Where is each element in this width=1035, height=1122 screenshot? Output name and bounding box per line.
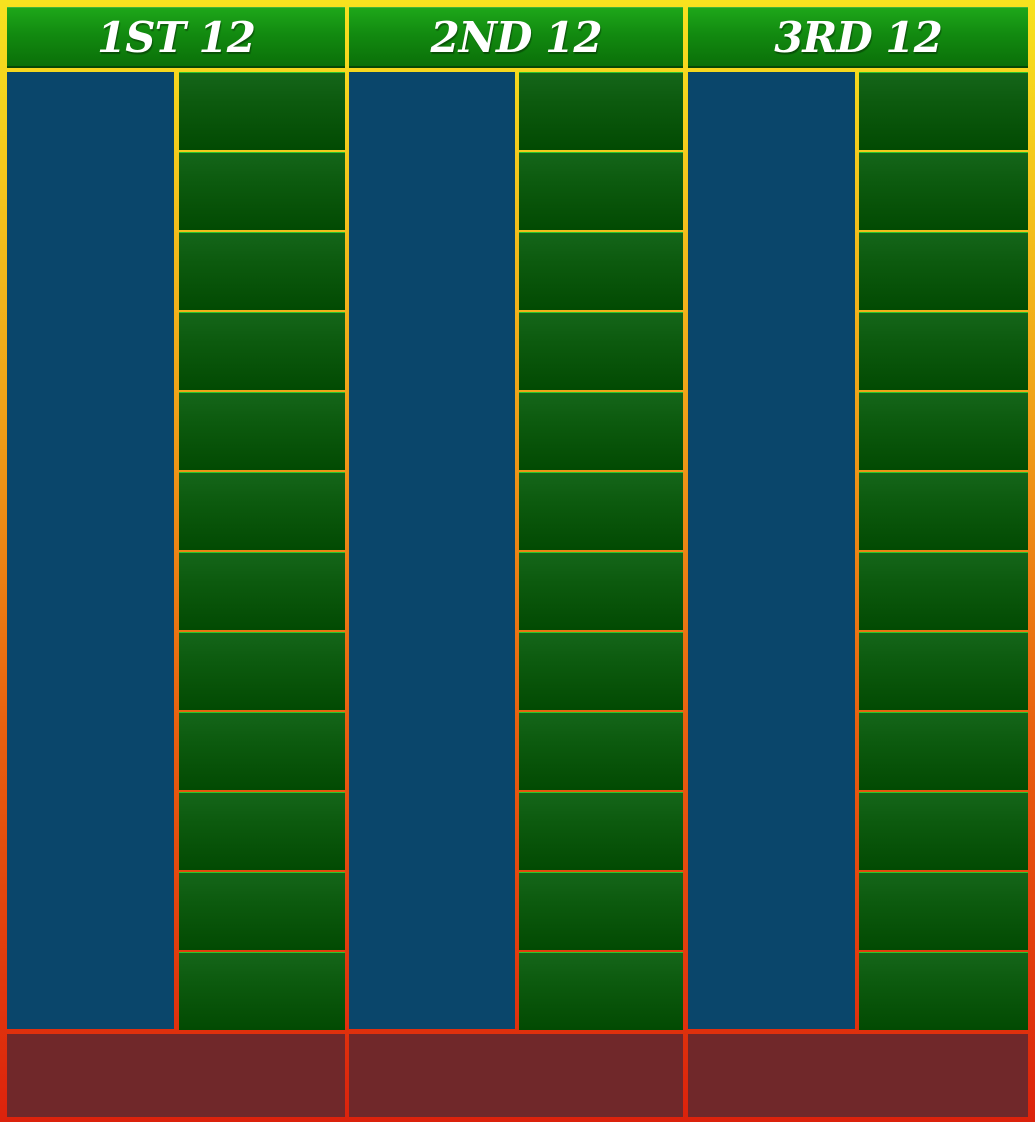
- dozen-section-2: 2ND 12: [349, 7, 683, 1117]
- bet-cell[interactable]: [179, 792, 345, 870]
- bet-cell[interactable]: [519, 232, 683, 310]
- dozen-3-bet-button[interactable]: 3RD 12: [688, 7, 1028, 68]
- dozen-2-footer-cell[interactable]: [349, 1034, 683, 1117]
- bet-cell[interactable]: [179, 312, 345, 390]
- bet-cell[interactable]: [519, 872, 683, 950]
- bet-cell[interactable]: [859, 472, 1028, 550]
- bet-cell[interactable]: [179, 392, 345, 470]
- bet-cell[interactable]: [179, 632, 345, 710]
- dozen-1-blue-panel: [7, 72, 174, 1029]
- bet-cell[interactable]: [519, 712, 683, 790]
- bet-cell[interactable]: [179, 232, 345, 310]
- bet-cell[interactable]: [859, 952, 1028, 1030]
- bet-cell[interactable]: [519, 632, 683, 710]
- bet-cell[interactable]: [859, 152, 1028, 230]
- bet-cell[interactable]: [519, 152, 683, 230]
- bet-cell[interactable]: [519, 472, 683, 550]
- bet-cell[interactable]: [859, 712, 1028, 790]
- bet-cell[interactable]: [859, 232, 1028, 310]
- dozen-3-footer-cell[interactable]: [688, 1034, 1028, 1117]
- bet-cell[interactable]: [179, 952, 345, 1030]
- bet-cell[interactable]: [519, 952, 683, 1030]
- dozen-3-label: 3RD 12: [774, 13, 943, 62]
- bet-cell[interactable]: [179, 72, 345, 150]
- bet-cell[interactable]: [859, 72, 1028, 150]
- dozen-2-bet-button[interactable]: 2ND 12: [349, 7, 683, 68]
- bet-cell[interactable]: [179, 552, 345, 630]
- dozen-1-bet-cells: [179, 72, 345, 1030]
- dozen-1-bet-button[interactable]: 1ST 12: [7, 7, 345, 68]
- bet-cell[interactable]: [519, 312, 683, 390]
- dozen-3-bet-cells: [859, 72, 1028, 1030]
- dozen-1-label: 1ST 12: [97, 13, 256, 62]
- bet-cell[interactable]: [519, 72, 683, 150]
- bet-cell[interactable]: [179, 472, 345, 550]
- bet-cell[interactable]: [179, 872, 345, 950]
- dozen-3-blue-panel: [688, 72, 855, 1029]
- dozen-section-3: 3RD 12: [688, 7, 1028, 1117]
- bet-cell[interactable]: [859, 312, 1028, 390]
- bet-cell[interactable]: [859, 392, 1028, 470]
- dozen-2-bet-cells: [519, 72, 683, 1030]
- dozen-2-label: 2ND 12: [430, 13, 602, 62]
- bet-cell[interactable]: [519, 792, 683, 870]
- dozen-2-blue-panel: [349, 72, 515, 1029]
- bet-cell[interactable]: [859, 632, 1028, 710]
- bet-cell[interactable]: [859, 792, 1028, 870]
- bet-cell[interactable]: [859, 552, 1028, 630]
- dozen-1-footer-cell[interactable]: [7, 1034, 345, 1117]
- bet-cell[interactable]: [179, 152, 345, 230]
- bet-cell[interactable]: [859, 872, 1028, 950]
- dozen-section-1: 1ST 12: [7, 7, 345, 1117]
- bet-cell[interactable]: [519, 552, 683, 630]
- bet-cell[interactable]: [519, 392, 683, 470]
- bet-cell[interactable]: [179, 712, 345, 790]
